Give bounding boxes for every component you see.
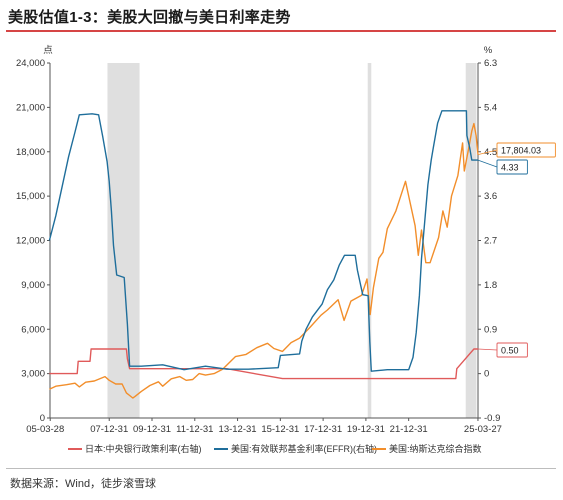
left-tick-label: 6,000 <box>21 324 45 335</box>
left-tick-label: 0 <box>40 413 45 424</box>
callout-box <box>496 342 528 358</box>
right-tick-label: 1.8 <box>484 280 497 291</box>
left-tick-label: 24,000 <box>16 58 45 69</box>
left-tick-label: 3,000 <box>21 369 45 380</box>
series-line-1 <box>48 110 478 372</box>
right-tick-label: 0 <box>484 369 489 380</box>
left-tick-label: 12,000 <box>16 236 45 247</box>
series-lines <box>48 110 479 399</box>
axes: 0 3,000 6,000 9,000 12,000 15,000 18,000 21,000… <box>16 58 502 435</box>
x-tick-label: 05-03-28 <box>26 424 64 435</box>
x-tick-label: 21-12-31 <box>390 424 428 435</box>
legend-label: 美国:纳斯达克综合指数 <box>389 443 482 454</box>
shaded-period-1 <box>367 63 372 418</box>
left-tick-label: 21,000 <box>16 102 45 113</box>
right-tick-label: 4.5 <box>484 147 497 158</box>
legend: 日本:中央银行政策利率(右轴) 美国:有效联邦基金利率(EFFR)(右轴) 美国:纳… <box>68 443 482 454</box>
x-tick-label: 11-12-31 <box>176 424 213 435</box>
callout-value: 17,804.03 <box>501 146 541 156</box>
right-tick-label: 6.3 <box>484 58 497 69</box>
legend-label: 日本:中央银行政策利率(右轴) <box>85 443 202 454</box>
right-tick-label: -0.9 <box>484 413 500 424</box>
left-axis-unit: 点 <box>43 45 53 56</box>
x-tick-label: 07-12-31 <box>90 424 128 435</box>
left-tick-label: 9,000 <box>21 280 45 291</box>
legend-label: 美国:有效联邦基金利率(EFFR)(右轴) <box>231 443 377 454</box>
callout-leader <box>477 159 498 168</box>
series-line-2 <box>49 122 479 399</box>
x-tick-label: 09-12-31 <box>133 424 171 435</box>
right-tick-label: 0.9 <box>484 324 497 335</box>
shaded-period-0 <box>107 63 140 418</box>
source-divider <box>6 468 556 469</box>
callout-box <box>496 159 528 175</box>
right-tick-label: 3.6 <box>484 191 497 202</box>
x-tick-label: 15-12-31 <box>261 424 299 435</box>
callout-box <box>496 142 556 158</box>
x-tick-label: 25-03-27 <box>464 424 502 435</box>
x-tick-label: 17-12-31 <box>304 424 342 435</box>
left-tick-label: 15,000 <box>16 191 45 202</box>
series-line-0 <box>49 348 478 380</box>
chart-title: 美股估值1-3：美股大回撤与美日利率走势 <box>8 9 291 26</box>
callout-leader <box>477 149 498 156</box>
callout-value: 4.33 <box>501 163 519 173</box>
x-tick-label: 19-12-31 <box>347 424 385 435</box>
end-value-callouts: 17,804.03 4.33 0.50 <box>477 142 556 358</box>
left-tick-label: 18,000 <box>16 147 45 158</box>
callout-value: 0.50 <box>501 346 519 356</box>
right-tick-label: 2.7 <box>484 236 497 247</box>
data-source: 数据来源：Wind，徒步滚雪球 <box>10 478 157 490</box>
right-tick-label: 5.4 <box>484 102 497 113</box>
callout-leader <box>477 348 498 351</box>
title-underline <box>6 30 556 32</box>
x-tick-label: 13-12-31 <box>219 424 257 435</box>
right-axis-unit: % <box>484 45 493 56</box>
shaded-period-2 <box>465 63 477 418</box>
